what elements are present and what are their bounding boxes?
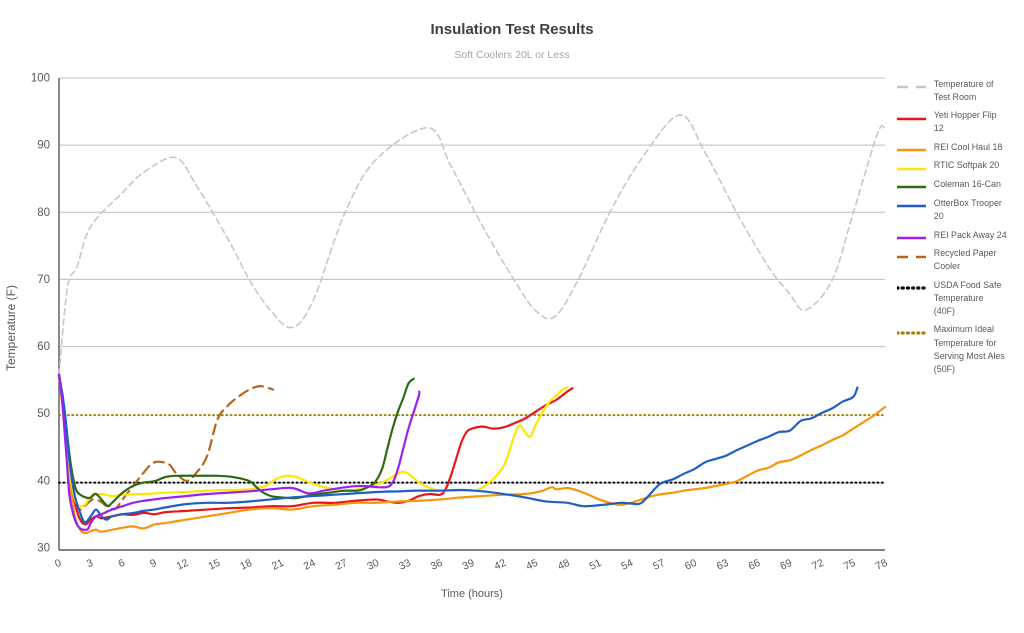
svg-text:57: 57 [651,557,667,573]
svg-text:Time (hours): Time (hours) [441,588,503,600]
svg-text:100: 100 [31,73,50,85]
svg-text:27: 27 [334,557,350,573]
svg-text:24: 24 [302,557,318,573]
svg-text:48: 48 [556,557,572,573]
svg-text:60: 60 [37,341,50,353]
svg-text:40: 40 [37,475,50,487]
svg-text:30: 30 [365,557,381,573]
svg-text:33: 33 [397,557,413,573]
svg-text:50: 50 [37,408,50,420]
svg-text:45: 45 [524,557,540,573]
svg-text:60: 60 [683,557,699,573]
svg-text:9: 9 [148,557,159,570]
svg-text:51: 51 [588,557,604,573]
svg-text:75: 75 [842,557,858,573]
svg-text:39: 39 [461,557,477,573]
svg-text:80: 80 [37,207,50,219]
svg-text:78: 78 [874,557,890,573]
svg-text:42: 42 [492,557,508,573]
svg-text:54: 54 [619,557,635,573]
svg-text:0: 0 [53,557,64,570]
svg-text:63: 63 [715,557,731,573]
svg-text:3: 3 [85,557,96,570]
svg-text:36: 36 [429,557,445,573]
svg-text:21: 21 [270,557,286,573]
svg-text:18: 18 [238,557,254,573]
svg-text:66: 66 [747,557,763,573]
svg-text:30: 30 [37,543,50,555]
svg-text:72: 72 [810,557,826,573]
svg-text:6: 6 [116,557,127,570]
svg-text:70: 70 [37,274,50,286]
svg-text:69: 69 [778,557,794,573]
svg-text:15: 15 [206,557,222,573]
svg-text:12: 12 [175,557,191,573]
svg-text:Temperature (F): Temperature (F) [4,285,18,371]
svg-text:90: 90 [37,140,50,152]
